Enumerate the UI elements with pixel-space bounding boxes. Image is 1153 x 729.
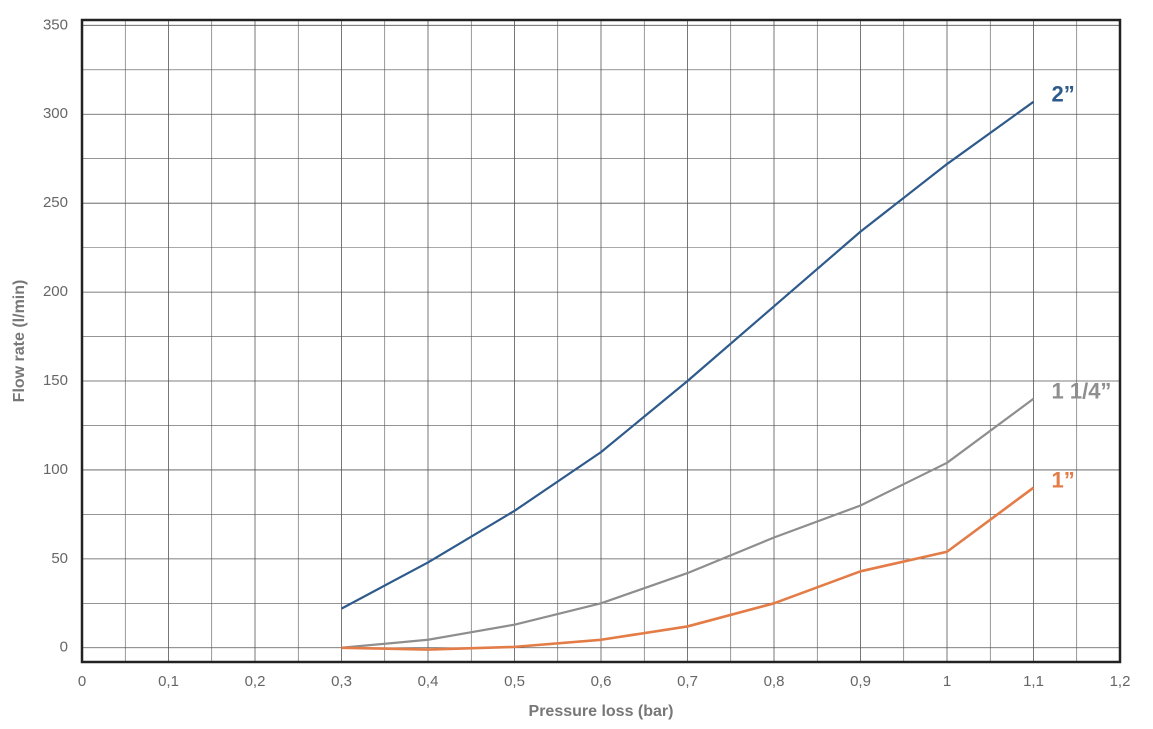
series-label: 2” <box>1052 82 1075 107</box>
plot-frame <box>80 18 1122 664</box>
x-tick-label: 0,1 <box>158 673 179 690</box>
x-tick-label: 1,1 <box>1023 673 1044 690</box>
y-tick-label: 300 <box>43 105 68 122</box>
y-tick-label: 150 <box>43 372 68 389</box>
series-line <box>340 100 1035 610</box>
series-line <box>341 486 1035 651</box>
x-tick-label: 0,6 <box>591 673 612 690</box>
series-label: 1” <box>1052 468 1075 493</box>
y-tick-label: 0 <box>60 639 68 656</box>
x-tick-label: 1 <box>943 673 951 690</box>
series-label: 1 1/4” <box>1052 379 1112 404</box>
x-tick-label: 1,2 <box>1110 673 1131 690</box>
x-tick-label: 0 <box>78 673 86 690</box>
y-tick-label: 250 <box>43 194 68 211</box>
x-tick-label: 0,7 <box>677 673 698 690</box>
x-tick-label: 0,5 <box>504 673 525 690</box>
y-axis-label: Flow rate (l/min) <box>11 280 28 403</box>
x-tick-label: 0,4 <box>418 673 439 690</box>
x-tick-label: 0,3 <box>331 673 352 690</box>
y-tick-label: 50 <box>51 550 68 567</box>
x-tick-label: 0,2 <box>245 673 266 690</box>
y-tick-label: 350 <box>43 16 68 33</box>
series-line <box>341 397 1035 649</box>
y-tick-label: 200 <box>43 283 68 300</box>
x-tick-label: 0,9 <box>850 673 871 690</box>
x-tick-label: 0,8 <box>764 673 785 690</box>
x-axis-label: Pressure loss (bar) <box>529 703 674 720</box>
y-tick-label: 100 <box>43 461 68 478</box>
